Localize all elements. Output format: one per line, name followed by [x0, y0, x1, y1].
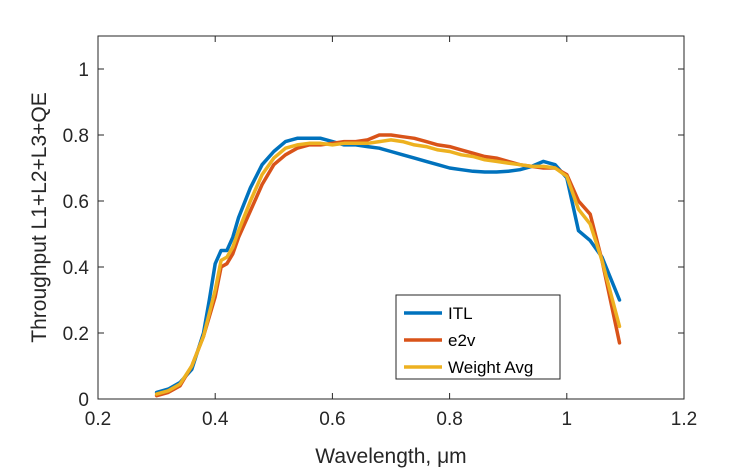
legend-label-weight-avg: Weight Avg — [448, 358, 533, 377]
legend-label-e2v: e2v — [448, 331, 476, 350]
ticks-layer: 0.2 0.4 0.6 0.8 1 1.200.20.40.60.81 — [63, 36, 697, 430]
legend: ITL e2v Weight Avg — [395, 294, 561, 380]
axes-box — [97, 35, 685, 400]
x-tick-label: 0.4 — [202, 409, 229, 430]
y-tick-label: 1 — [78, 60, 89, 81]
x-tick-label: 1.2 — [671, 409, 697, 430]
x-tick-label: 0.6 — [319, 409, 345, 430]
legend-label-itl: ITL — [448, 304, 473, 323]
y-axis-title: Throughput L1+L2+L3+QE — [28, 92, 51, 342]
legend-box — [395, 294, 561, 380]
y-tick-label: 0.6 — [63, 192, 89, 213]
series-layer — [154, 133, 622, 398]
y-tick-label: 0.8 — [63, 126, 89, 147]
series-line-weight-avg — [154, 138, 622, 396]
y-tick-label: 0 — [78, 390, 89, 411]
plot-background — [98, 36, 684, 399]
x-axis-title: Wavelength, μm — [315, 445, 466, 468]
y-tick-label: 0.4 — [63, 258, 90, 279]
axes-layer — [97, 35, 685, 400]
x-tick-label: 1 — [562, 409, 573, 430]
x-tick-label: 0.2 — [85, 409, 111, 430]
x-tick-label: 0.8 — [436, 409, 462, 430]
y-tick-label: 0.2 — [63, 324, 89, 345]
